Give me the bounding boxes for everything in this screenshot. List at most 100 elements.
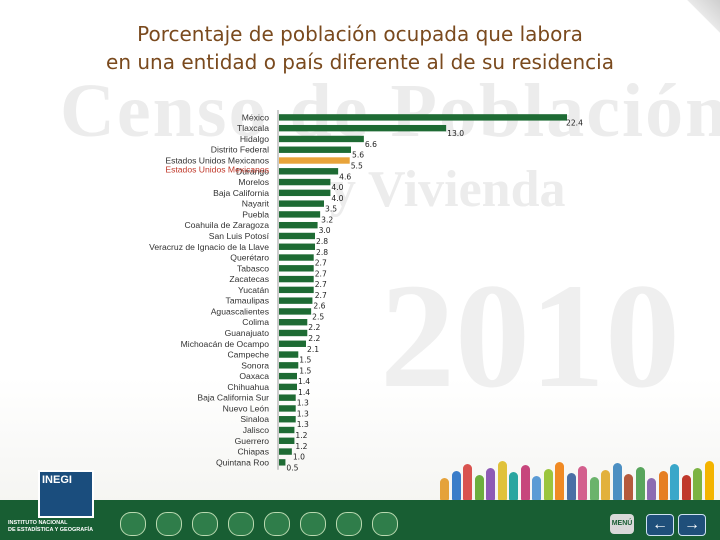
value-labels: 22.4 13.0 6.65.6 5.54.6 4.0 4.0 3.53.2 3.0 2.8 2.… [286, 118, 583, 472]
value-label-31: 1.0 [293, 453, 305, 462]
person-figure-icon [624, 474, 633, 500]
bar-11 [279, 232, 315, 240]
value-label-20: 2.2 [308, 334, 320, 343]
bar-31 [279, 448, 292, 455]
highlight-label: Estados Unidos Mexicanos [165, 165, 269, 175]
value-label-5: 4.6 [339, 172, 351, 181]
category-label-3: Distrito Federal [211, 145, 269, 155]
person-figure-icon [612, 463, 622, 500]
bar-9 [279, 211, 321, 218]
bar-6 [279, 178, 331, 186]
value-label-16: 2.7 [315, 291, 327, 300]
value-label-26: 1.3 [297, 399, 309, 408]
bar-27 [279, 405, 296, 412]
value-label-7: 4.0 [331, 194, 343, 203]
category-label-13: Querétaro [230, 253, 269, 263]
value-label-27: 1.3 [297, 409, 309, 418]
person-figure-icon [532, 476, 541, 500]
person-figure-icon [589, 477, 599, 500]
person-figure-icon [497, 461, 507, 500]
category-label-10: Coahuila de Zaragoza [184, 220, 269, 230]
value-label-29: 1.2 [295, 431, 307, 440]
category-label-32: Quintana Roo [216, 457, 269, 467]
value-label-25: 1.4 [298, 388, 310, 397]
value-label-14: 2.7 [315, 269, 327, 278]
category-label-7: Baja California [213, 188, 269, 198]
category-label-0: México [242, 112, 269, 122]
title-line-1: Porcentaje de población ocupada que labo… [137, 22, 583, 46]
bar-18 [279, 308, 312, 315]
bar-8 [279, 200, 324, 207]
bar-23 [279, 362, 299, 369]
value-label-19: 2.2 [308, 323, 320, 332]
category-label-24: Oaxaca [239, 371, 269, 381]
person-figure-icon [647, 478, 656, 500]
page-curl-corner [684, 0, 720, 36]
bar-20 [279, 329, 308, 337]
category-label-31: Chiapas [237, 447, 269, 457]
person-figure-icon [509, 472, 518, 500]
person-figure-icon [670, 464, 679, 500]
value-label-30: 1.2 [295, 442, 307, 451]
value-label-12: 2.8 [316, 248, 328, 257]
category-label-12: Veracruz de Ignacio de la Llave [149, 242, 269, 252]
category-label-25: Chihuahua [227, 382, 269, 392]
person-figure-icon [681, 475, 691, 500]
topic-icon-5[interactable] [264, 512, 290, 536]
category-label-20: Guanajuato [225, 328, 270, 338]
watermark-vivienda: y Vivienda [330, 161, 566, 218]
person-figure-icon [693, 468, 702, 500]
title-line-2: en una entidad o país diferente al de su… [106, 50, 614, 74]
value-label-17: 2.6 [313, 302, 325, 311]
value-label-15: 2.7 [315, 280, 327, 289]
value-label-8: 3.5 [325, 205, 337, 214]
category-label-5: Durango [236, 166, 269, 176]
category-label-18: Aguascalientes [211, 306, 269, 316]
menu-button[interactable]: MENÚ [610, 514, 634, 534]
category-label-22: Campeche [227, 350, 269, 360]
category-label-29: Jalisco [243, 425, 269, 435]
person-figure-icon [635, 467, 645, 500]
category-label-2: Hidalgo [240, 134, 269, 144]
person-figure-icon [463, 464, 472, 500]
bar-28 [279, 416, 296, 423]
bar-13 [279, 254, 314, 261]
category-label-1: Tlaxcala [237, 123, 269, 133]
arrow-right-icon[interactable]: → [678, 514, 706, 536]
bar-26 [279, 394, 296, 401]
value-label-32: 0.5 [286, 463, 298, 472]
person-figure-icon [474, 475, 484, 500]
topic-icon-4[interactable] [228, 512, 254, 536]
person-figure-icon [543, 469, 553, 500]
topic-icon-2[interactable] [156, 512, 182, 536]
institution-line-2: DE ESTADÍSTICA Y GEOGRAFÍA [8, 527, 94, 533]
topic-icon-3[interactable] [192, 512, 218, 536]
value-label-23: 1.5 [299, 366, 311, 375]
category-label-11: San Luis Potosí [209, 231, 270, 241]
watermark-census: Censo de Población [60, 69, 720, 153]
bar-29 [279, 426, 295, 434]
person-figure-icon [520, 465, 530, 500]
person-figure-icon [658, 471, 668, 500]
bar-25 [279, 383, 297, 391]
person-figure-icon [451, 471, 461, 500]
category-label-30: Guerrero [235, 436, 270, 446]
topic-icon-8[interactable] [372, 512, 398, 536]
value-label-9: 3.2 [321, 215, 333, 224]
topic-icon-1[interactable] [120, 512, 146, 536]
bar-32 [279, 459, 286, 466]
arrow-left-icon[interactable]: ← [646, 514, 674, 536]
category-label-9: Puebla [242, 209, 269, 219]
topic-icon-6[interactable] [300, 512, 326, 536]
bar-7 [279, 189, 331, 197]
person-figure-icon [578, 466, 587, 500]
category-label-6: Morelos [238, 177, 269, 187]
topic-icon-7[interactable] [336, 512, 362, 536]
bar-22 [279, 351, 299, 358]
bars [279, 114, 567, 466]
category-label-27: Nuevo León [223, 403, 270, 413]
person-figure-icon [555, 462, 564, 500]
value-label-24: 1.4 [298, 377, 310, 386]
